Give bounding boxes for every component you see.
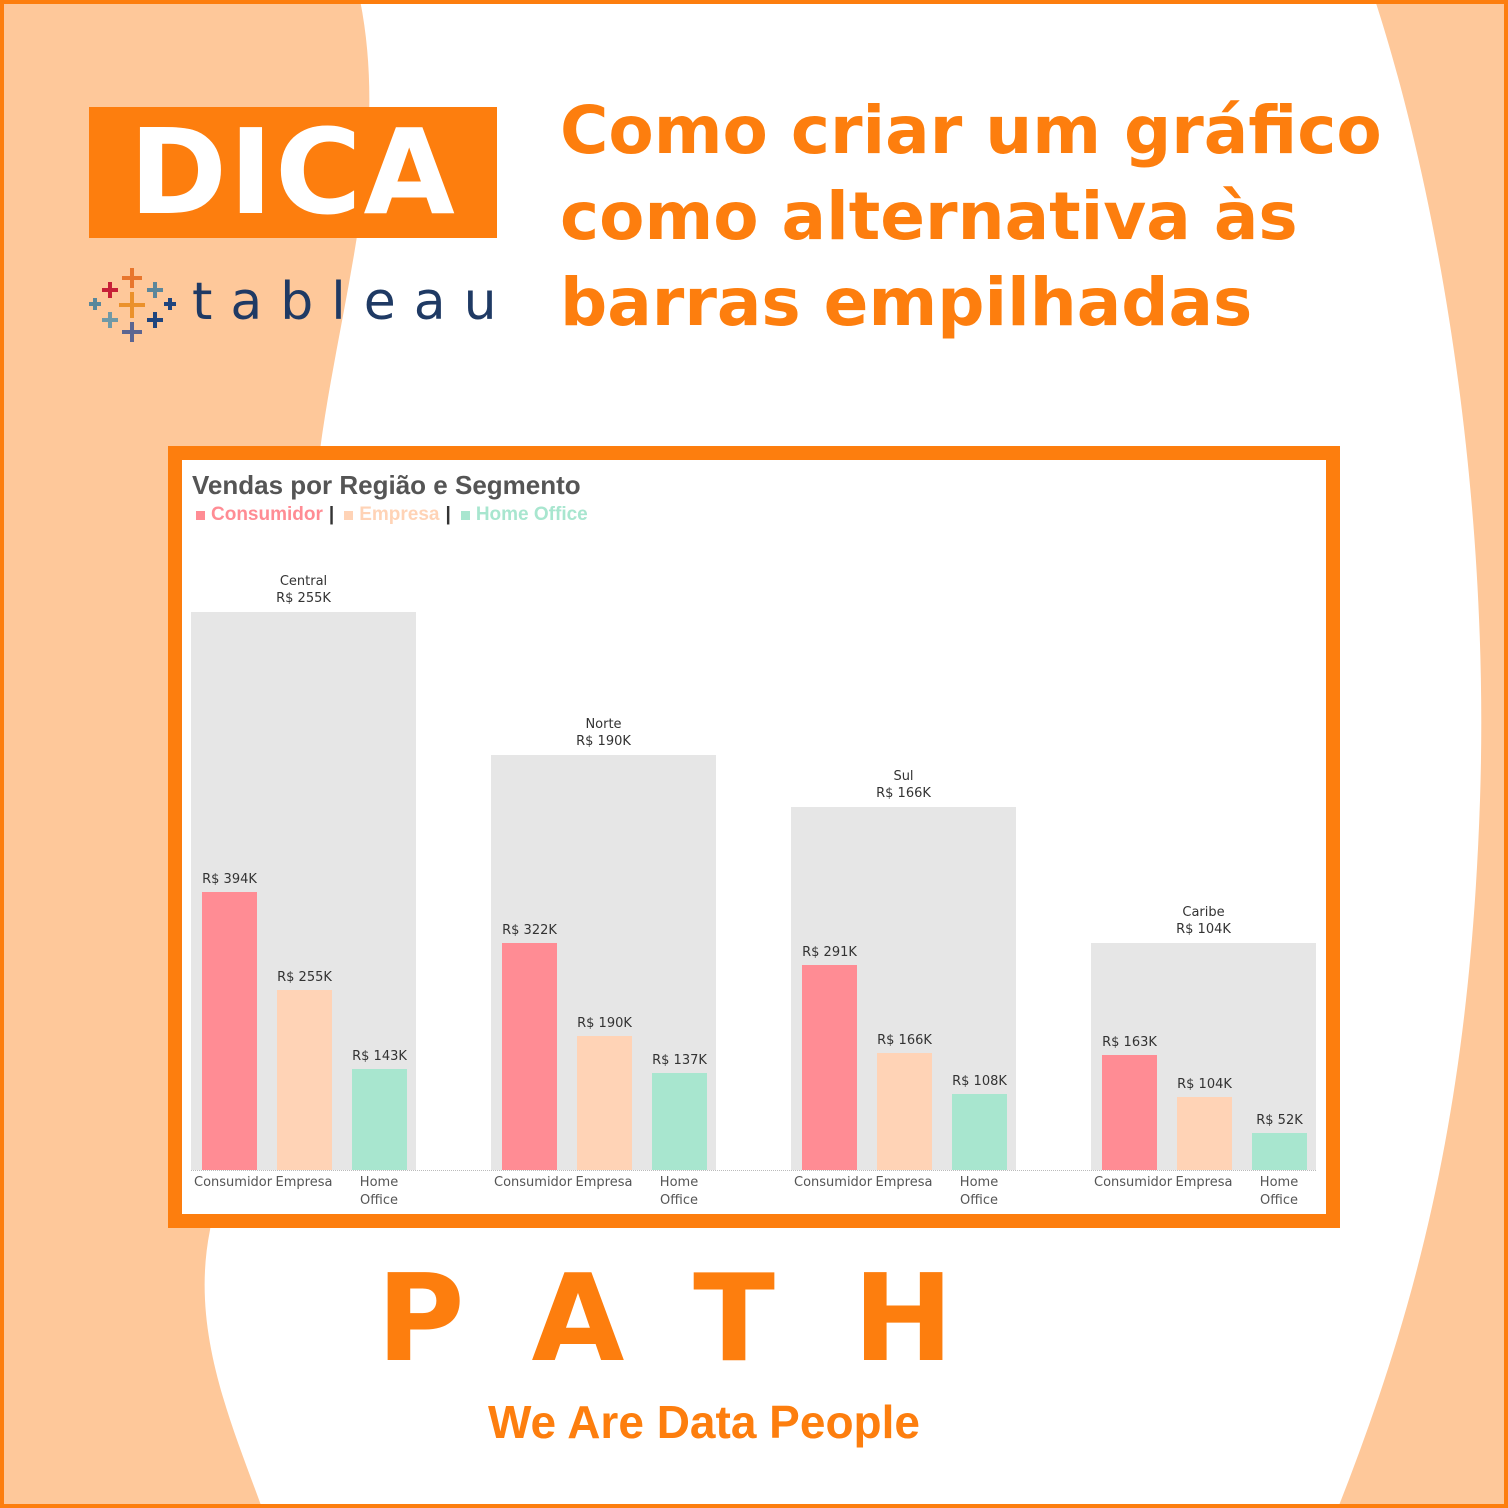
baseline — [191, 1170, 1316, 1171]
headline-line: como alternativa às — [560, 178, 1298, 255]
legend-label: Home Office — [475, 504, 588, 525]
value-label: R$ 322K — [502, 922, 557, 938]
x-tick-label: Home Office — [959, 1175, 999, 1208]
value-label: R$ 163K — [1102, 1034, 1157, 1050]
x-tick-label: Consumidor — [194, 1175, 273, 1190]
value-label: R$ 255K — [277, 969, 332, 985]
value-label: R$ 166K — [877, 1032, 932, 1048]
x-tick-label: Home Office — [359, 1175, 399, 1208]
region-label: Caribe — [1182, 904, 1225, 920]
value-label: R$ 190K — [577, 1015, 632, 1031]
legend-separator: | — [445, 504, 451, 525]
region-label: Norte — [585, 716, 622, 732]
tagline: We Are Data People — [487, 1396, 921, 1448]
x-tick-label: Consumidor — [494, 1175, 573, 1190]
legend-label: Empresa — [359, 504, 440, 525]
legend-swatch — [344, 510, 354, 520]
x-tick-label: Empresa — [875, 1175, 933, 1190]
value-label: R$ 291K — [802, 944, 857, 960]
bar — [577, 1035, 632, 1170]
bar — [802, 964, 857, 1170]
region-label: Central — [279, 574, 328, 590]
chart-title: Vendas por Região e Segmento — [192, 470, 581, 500]
legend-label: Consumidor — [211, 504, 323, 525]
x-tick-label: Home Office — [659, 1175, 699, 1208]
chart: Vendas por Região e Segmento Consumidor |… — [182, 460, 1326, 1214]
region-label: Sul — [893, 769, 914, 785]
region-value-label: R$ 190K — [576, 733, 631, 749]
bar — [1252, 1133, 1307, 1170]
value-label: R$ 394K — [202, 871, 257, 887]
value-label: R$ 104K — [1177, 1076, 1232, 1092]
value-label: R$ 143K — [352, 1049, 407, 1065]
bar — [1102, 1054, 1157, 1170]
x-tick-label: Empresa — [1175, 1175, 1233, 1190]
legend: Consumidor | Empresa | Home Office — [192, 504, 588, 526]
headline: Como criar um gráfico como alternativa às… — [560, 88, 1382, 346]
bar — [202, 891, 257, 1170]
x-tick-label: Empresa — [275, 1175, 333, 1190]
headline-line: barras empilhadas — [560, 264, 1253, 341]
x-tick-label: Empresa — [575, 1175, 633, 1190]
bar — [277, 989, 332, 1170]
region-value-label: R$ 255K — [276, 591, 331, 607]
bar — [877, 1052, 932, 1170]
logo: PATH — [376, 1250, 1032, 1389]
bar — [952, 1093, 1007, 1170]
bar — [352, 1069, 407, 1170]
value-label: R$ 137K — [652, 1053, 707, 1069]
value-label: R$ 52K — [1256, 1113, 1303, 1129]
bar — [502, 942, 557, 1170]
legend-swatch — [196, 510, 205, 520]
headline-line: Como criar um gráfico — [560, 92, 1382, 169]
x-tick-label: Home Office — [1259, 1175, 1299, 1208]
badge: DICA — [89, 107, 497, 238]
x-tick-label: Consumidor — [794, 1175, 873, 1190]
region-value-label: R$ 104K — [1176, 921, 1231, 937]
region-value-label: R$ 166K — [876, 786, 931, 802]
bar — [1177, 1096, 1232, 1170]
legend-separator: | — [328, 504, 335, 525]
brand: tableau — [192, 272, 515, 332]
x-tick-label: Consumidor — [1094, 1175, 1173, 1190]
value-label: R$ 108K — [952, 1073, 1007, 1089]
bar — [652, 1073, 707, 1170]
legend-swatch — [460, 510, 470, 520]
